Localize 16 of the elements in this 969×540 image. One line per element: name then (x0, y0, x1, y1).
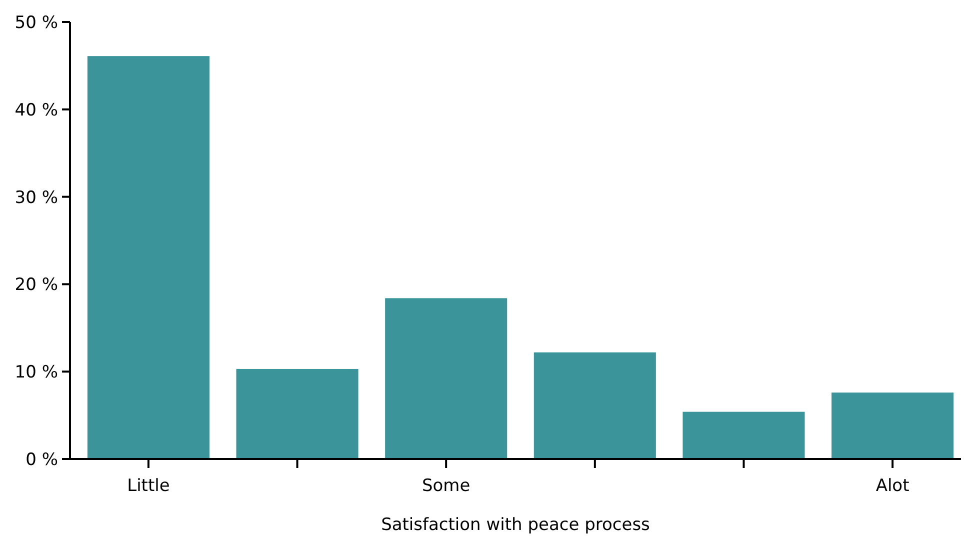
bar (87, 56, 210, 459)
bar (534, 352, 656, 459)
y-tick-label: 40 % (14, 100, 58, 120)
bar (385, 298, 508, 459)
y-tick-label: 50 % (14, 12, 58, 33)
bar (682, 412, 805, 459)
y-tick-label: 20 % (14, 275, 58, 296)
y-tick-label: 10 % (14, 362, 58, 383)
x-tick-label: Little (127, 476, 170, 496)
y-tick-label: 30 % (14, 188, 58, 208)
x-tick-label: Some (422, 476, 470, 496)
x-axis-title: Satisfaction with peace process (381, 515, 650, 535)
bar (236, 368, 358, 459)
x-tick-label: Alot (876, 476, 910, 496)
y-tick-label: 0 % (26, 450, 58, 470)
bar (832, 392, 954, 459)
